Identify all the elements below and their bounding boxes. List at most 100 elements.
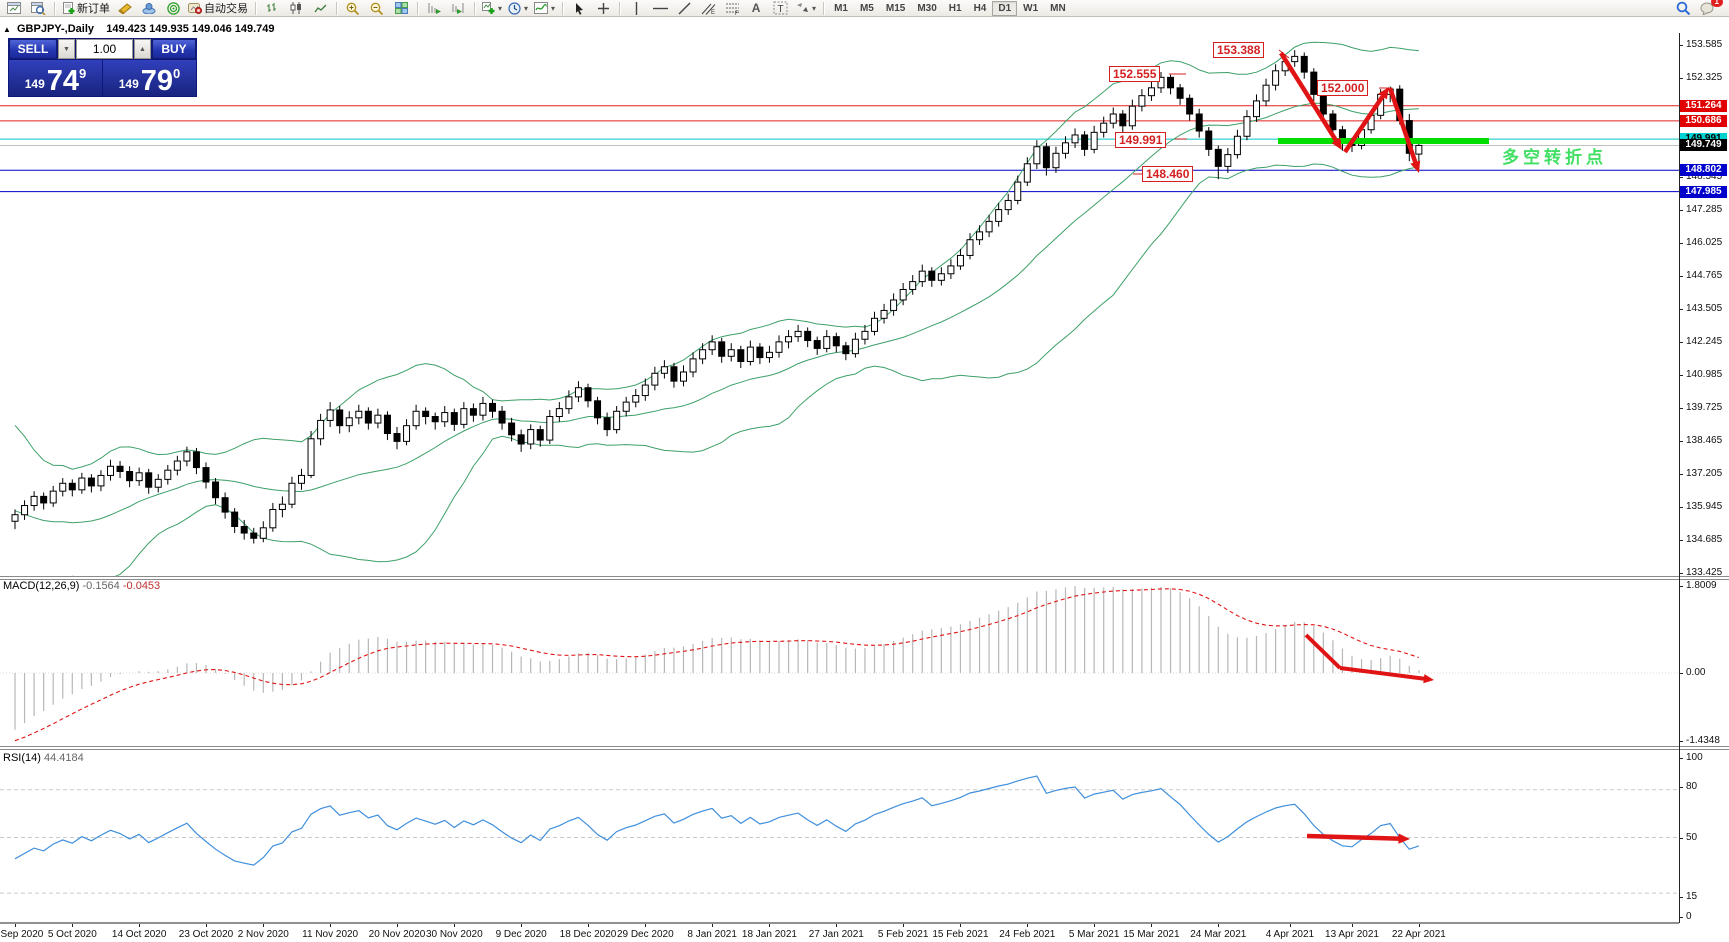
collapse-arrow-icon[interactable]: ▲ [3, 25, 11, 34]
date-tick-mark [521, 924, 523, 927]
periods-button[interactable]: ▾ [505, 0, 531, 17]
toolbar-separator [619, 1, 621, 15]
tf-button-W1[interactable]: W1 [1023, 2, 1039, 14]
axis-tick-mark [1679, 45, 1683, 46]
axis-tick-mark [1679, 441, 1683, 442]
candle [298, 474, 305, 484]
new-order-button[interactable]: 新订单 [59, 0, 113, 17]
price-badge: 150.686 [1680, 114, 1727, 127]
tf-button-M5[interactable]: M5 [859, 2, 874, 14]
price-badge: 147.985 [1680, 185, 1727, 198]
fibonacci-icon[interactable]: F [720, 0, 744, 17]
chart-shift-icon[interactable] [446, 0, 470, 17]
candle [269, 508, 277, 529]
sell-price[interactable]: 149 74 9 [9, 60, 102, 96]
price-annotation-label[interactable]: 153.388 [1213, 42, 1265, 58]
text-icon[interactable]: A [751, 1, 761, 15]
candle [966, 239, 974, 256]
tf-button-MN[interactable]: MN [1050, 2, 1066, 14]
metaeditor-icon[interactable] [113, 0, 137, 17]
horizontal-line-icon[interactable] [648, 0, 672, 17]
tf-button-M15[interactable]: M15 [885, 2, 906, 14]
date-tick-label: 8 Jan 2021 [687, 929, 737, 940]
search-icon[interactable] [1671, 0, 1695, 17]
buy-price[interactable]: 149 79 0 [103, 60, 196, 96]
volume-input[interactable]: 1.00 [76, 39, 133, 59]
tf-button-D1[interactable]: D1 [992, 0, 1018, 16]
pane-separator[interactable] [0, 746, 1729, 750]
turning-point-note[interactable]: 多空转折点 [1502, 148, 1607, 167]
vertical-line-icon[interactable] [624, 0, 648, 17]
candle [1138, 95, 1146, 107]
trendline-icon[interactable] [672, 0, 696, 17]
sell-button[interactable]: SELL [9, 39, 57, 59]
candle [546, 416, 554, 441]
date-tick-mark [769, 924, 771, 927]
date-tick-label: 11 Nov 2020 [302, 929, 359, 940]
axis-tick-mark [1679, 78, 1683, 79]
candle [1291, 55, 1299, 63]
date-tick-label: 4 Apr 2021 [1265, 929, 1315, 940]
date-tick-mark [15, 924, 16, 927]
zoom-out-icon[interactable] [365, 0, 389, 17]
candle [307, 438, 315, 476]
pane-separator[interactable] [0, 576, 1729, 580]
toolbar-separator [336, 1, 337, 15]
candle [259, 527, 267, 539]
crosshair-icon[interactable] [591, 0, 615, 17]
templates-button[interactable]: ▾ [531, 0, 558, 17]
rsi-pane[interactable] [0, 750, 1679, 924]
macd-pane[interactable] [0, 579, 1679, 746]
notifications-icon[interactable]: 1 [1695, 0, 1723, 17]
candle [78, 477, 86, 491]
price-annotation-label[interactable]: 152.000 [1317, 80, 1369, 96]
profiles-icon[interactable] [26, 0, 50, 17]
candle [1042, 146, 1050, 169]
autotrading-label: 自动交易 [204, 3, 248, 15]
zoom-in-icon[interactable] [341, 0, 365, 17]
new-chart-icon[interactable] [2, 0, 26, 17]
bar-chart-icon[interactable] [260, 0, 284, 17]
price-annotation-label[interactable]: 148.460 [1142, 166, 1194, 182]
autotrading-button[interactable]: 自动交易 [185, 0, 251, 17]
auto-scroll-icon[interactable] [422, 0, 446, 17]
volume-increase-button[interactable]: ▲ [134, 39, 151, 59]
tf-button-H4[interactable]: H4 [973, 2, 987, 14]
price-annotation-label[interactable]: 149.991 [1115, 132, 1167, 148]
candle [1033, 146, 1041, 165]
cursor-icon[interactable] [567, 0, 591, 17]
candle [278, 503, 286, 510]
candle [469, 408, 477, 416]
chevron-down-icon: ▾ [812, 3, 817, 13]
candle [536, 429, 544, 441]
price-annotation-label[interactable]: 152.555 [1109, 66, 1161, 82]
buy-button[interactable]: BUY [152, 39, 196, 59]
line-chart-icon[interactable] [308, 0, 332, 17]
shapes-button[interactable]: ▾ [792, 0, 819, 17]
toolbar-separator [823, 1, 825, 15]
axis-tick-mark [1679, 787, 1683, 788]
main-price-pane[interactable] [0, 33, 1679, 576]
volume-decrease-button[interactable]: ▼ [58, 39, 75, 59]
date-tick-mark [72, 924, 74, 927]
candle [632, 395, 640, 403]
candlestick-icon[interactable] [284, 0, 308, 17]
label-icon[interactable]: T [768, 0, 792, 17]
hosting-icon[interactable] [137, 0, 161, 17]
candle [584, 387, 592, 402]
date-tick-mark [903, 924, 905, 927]
tile-windows-icon[interactable] [389, 0, 413, 17]
candle [594, 400, 602, 419]
channel-icon[interactable]: E [696, 0, 720, 17]
signals-icon[interactable] [161, 0, 185, 17]
candle [1071, 134, 1079, 144]
indicators-button[interactable]: ▾ [479, 0, 505, 17]
tf-button-M1[interactable]: M1 [834, 2, 848, 14]
tf-button-H1[interactable]: H1 [948, 2, 962, 14]
date-tick-mark [139, 924, 141, 927]
candle [708, 341, 716, 351]
toolbar-separator [255, 1, 256, 15]
candle [364, 410, 372, 424]
candle [154, 478, 162, 488]
tf-button-M30[interactable]: M30 [917, 2, 937, 14]
